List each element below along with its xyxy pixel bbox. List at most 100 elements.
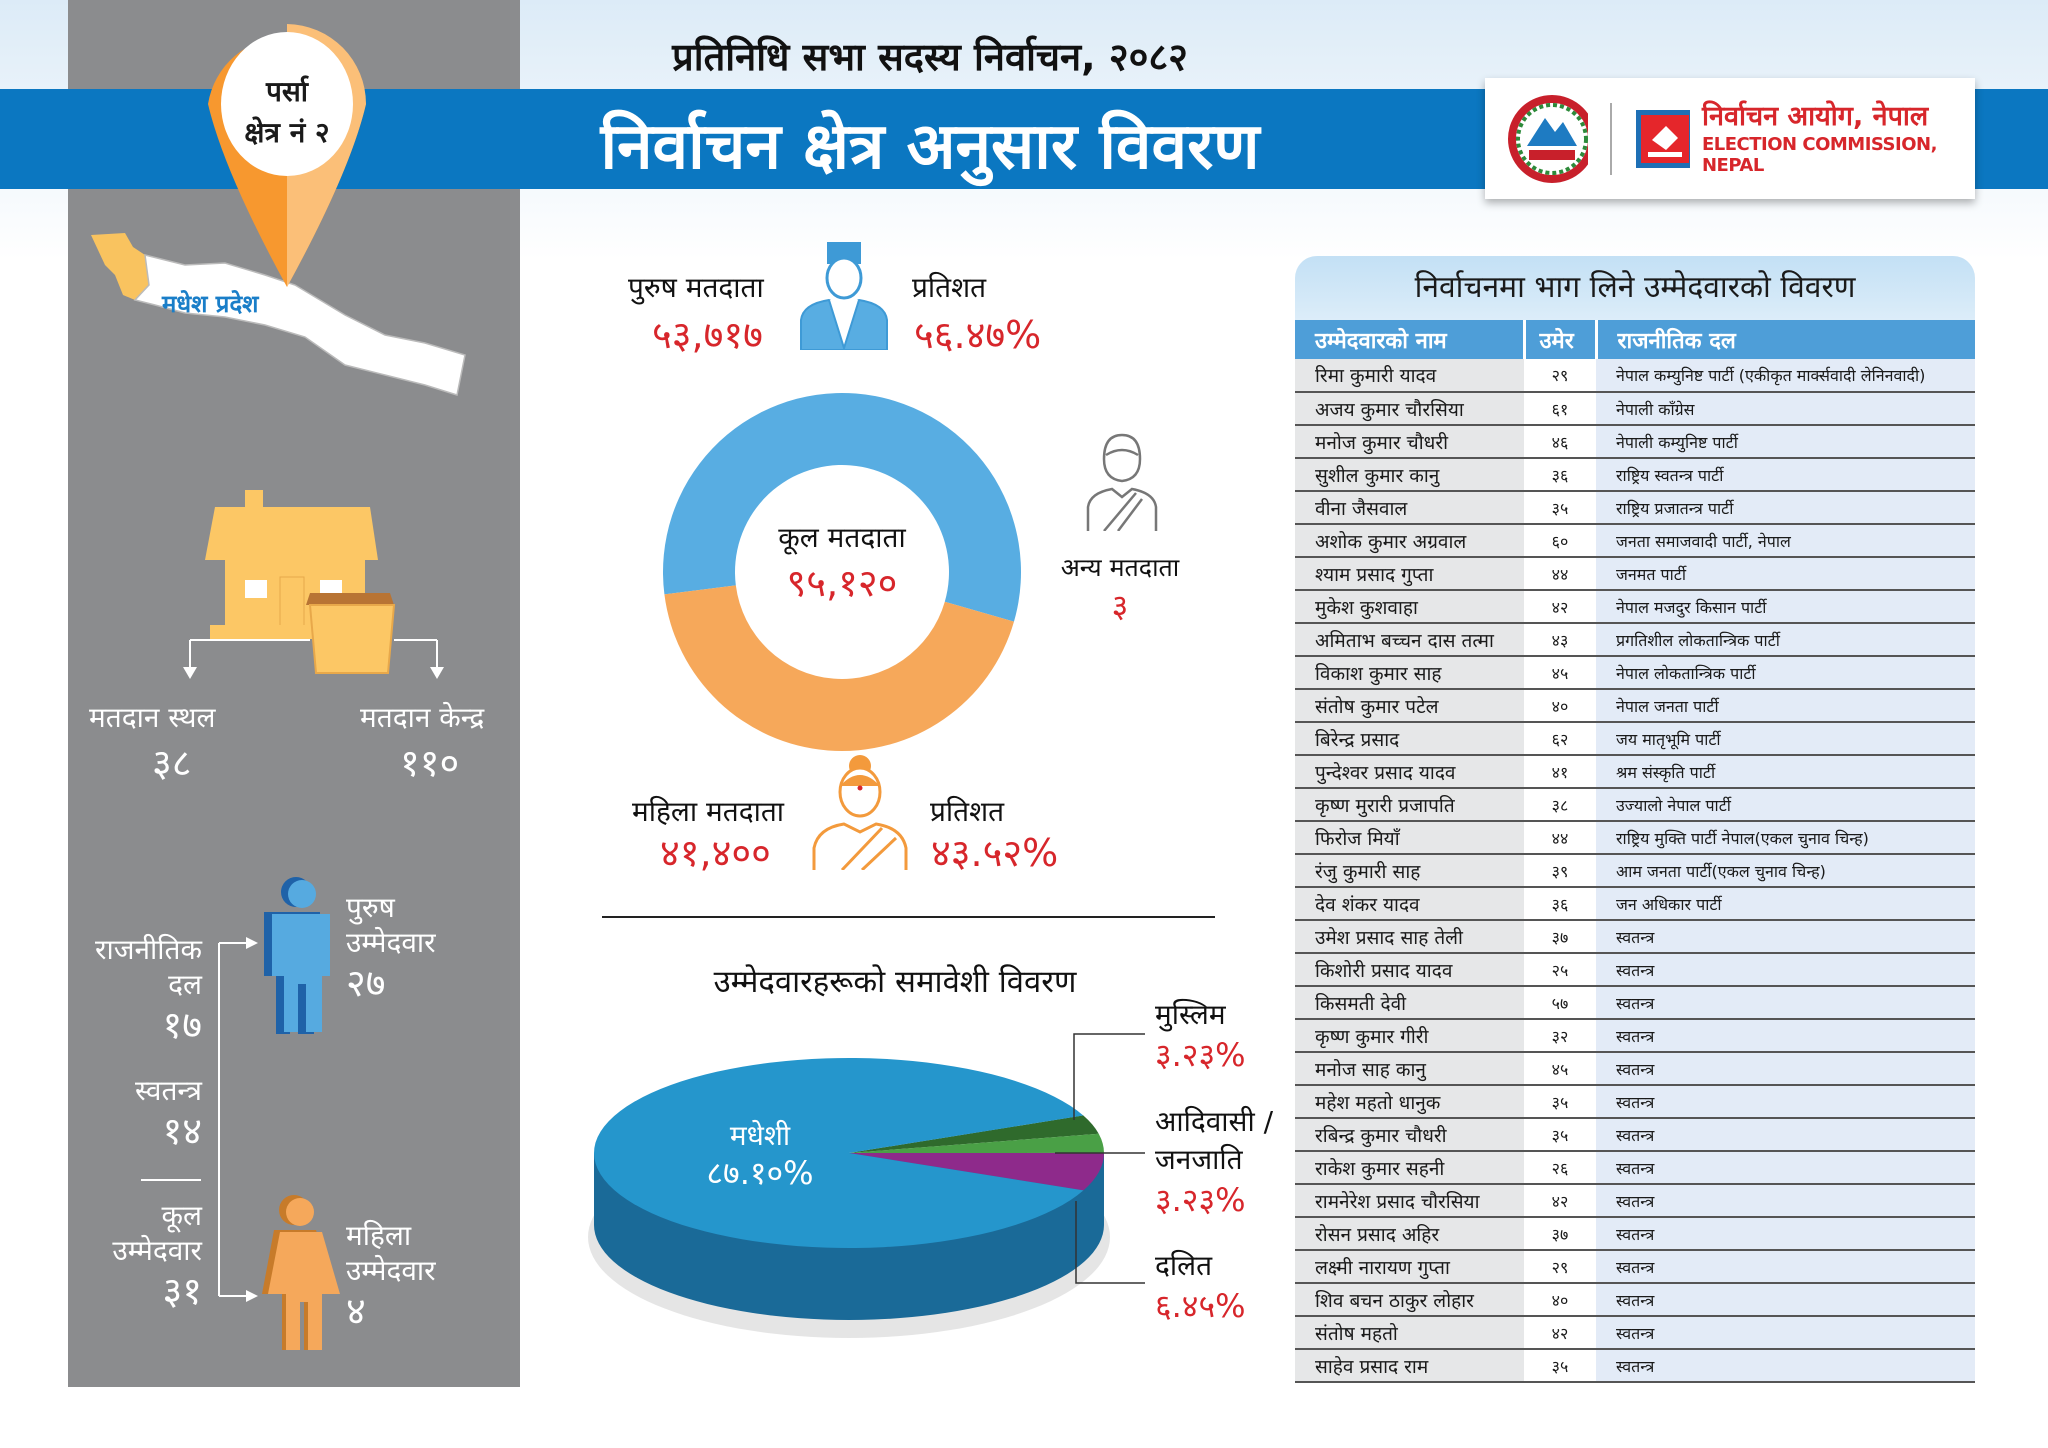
table-row: रंजु कुमारी साह ३९ आम जनता पार्टी(एकल चुना… [1295, 854, 1975, 888]
candidate-name: रिमा कुमारी यादव [1295, 359, 1524, 393]
candidate-party: स्वतन्त्र [1596, 1085, 1975, 1119]
candidate-name: कृष्ण मुरारी प्रजापति [1295, 788, 1524, 822]
candidate-name: संतोष महतो [1295, 1316, 1524, 1350]
donut-segment-1 [664, 585, 1014, 751]
inclusion-pie-chart [588, 1033, 1145, 1338]
candidate-name: रामनेरेश प्रसाद चौरसिया [1295, 1184, 1524, 1218]
candidate-age: ४४ [1524, 821, 1596, 855]
candidate-name: फिरोज मियाँ [1295, 821, 1524, 855]
table-row: साहेव प्रसाद राम ३५ स्वतन्त्र [1295, 1349, 1975, 1383]
candidate-age: ४५ [1524, 656, 1596, 690]
table-row: संतोष महतो ४२ स्वतन्त्र [1295, 1316, 1975, 1350]
total-voter-label: कूल मतदाता [778, 521, 906, 554]
candidate-party: नेपाल जनता पार्टी [1596, 689, 1975, 723]
table-row: उमेश प्रसाद साह तेली ३७ स्वतन्त्र [1295, 920, 1975, 954]
candidate-name: रबिन्द्र कुमार चौधरी [1295, 1118, 1524, 1152]
candidate-party: नेपाली काँग्रेस [1596, 392, 1975, 426]
sum-divider [141, 1179, 201, 1181]
candidate-name: देव शंकर यादव [1295, 887, 1524, 921]
candidate-age: २५ [1524, 953, 1596, 987]
candidate-name: वीना जैसवाल [1295, 491, 1524, 525]
candidate-age: २६ [1524, 1151, 1596, 1185]
male-voter-count: ५३,७१७ [652, 313, 763, 357]
female-candidate-label-1: महिला [346, 1219, 412, 1252]
candidate-party: स्वतन्त्र [1596, 1184, 1975, 1218]
candidate-name: राकेश कुमार सहनी [1295, 1151, 1524, 1185]
inclusion-chart-title: उम्मेदवारहरूको समावेशी विवरण [713, 964, 1077, 1000]
candidate-name: बिरेन्द्र प्रसाद [1295, 722, 1524, 756]
total-voter-count: ९५,१२० [786, 561, 898, 605]
female-voter-label: महिला मतदाता [632, 795, 785, 828]
candidate-name: कृष्ण कुमार गीरी [1295, 1019, 1524, 1053]
pie-label-muslim: मुस्लिम [1155, 998, 1226, 1031]
table-row: रामनेरेश प्रसाद चौरसिया ४२ स्वतन्त्र [1295, 1184, 1975, 1218]
table-row: किसमती देवी ५७ स्वतन्त्र [1295, 986, 1975, 1020]
candidate-age: ३५ [1524, 491, 1596, 525]
candidate-age: ४० [1524, 689, 1596, 723]
table-row: लक्ष्मी नारायण गुप्ता २९ स्वतन्त्र [1295, 1250, 1975, 1284]
candidate-name: सुशील कुमार कानु [1295, 458, 1524, 492]
candidate-age: ५७ [1524, 986, 1596, 1020]
table-row: अजय कुमार चौरसिया ६१ नेपाली काँग्रेस [1295, 392, 1975, 426]
candidate-age: ४४ [1524, 557, 1596, 591]
female-pct-value: ४३.५२% [931, 831, 1059, 875]
candidate-party: राष्ट्रिय प्रजातन्त्र पार्टी [1596, 491, 1975, 525]
candidate-party: जय मातृभूमि पार्टी [1596, 722, 1975, 756]
female-candidate-count: ४ [346, 1289, 366, 1333]
table-row: पुन्देश्वर प्रसाद यादव ४१ श्रम संस्कृति पा… [1295, 755, 1975, 789]
candidate-party: नेपाल कम्युनिष्ट पार्टी (एकीकृत मार्क्सव… [1596, 359, 1975, 393]
candidate-party: स्वतन्त्र [1596, 986, 1975, 1020]
table-row: कृष्ण कुमार गीरी ३२ स्वतन्त्र [1295, 1019, 1975, 1053]
candidate-age: २९ [1524, 1250, 1596, 1284]
candidate-age: ४२ [1524, 1316, 1596, 1350]
candidate-party: स्वतन्त्र [1596, 1283, 1975, 1317]
table-row: बिरेन्द्र प्रसाद ६२ जय मातृभूमि पार्टी [1295, 722, 1975, 756]
candidate-party: स्वतन्त्र [1596, 1316, 1975, 1350]
party-label-2: दल [168, 968, 202, 1001]
polling-house-icon [183, 490, 444, 679]
org-name-en: ELECTION COMMISSION, NEPAL [1701, 133, 1937, 176]
candidate-party: स्वतन्त्र [1596, 1052, 1975, 1086]
election-commission-logo-icon [1636, 109, 1690, 168]
candidate-name: लक्ष्मी नारायण गुप्ता [1295, 1250, 1524, 1284]
table-row: शिव बचन ठाकुर लोहार ४० स्वतन्त्र [1295, 1283, 1975, 1317]
candidate-age: ४१ [1524, 755, 1596, 789]
candidate-name: मनोज साह कानु [1295, 1052, 1524, 1086]
candidate-age: ४३ [1524, 623, 1596, 657]
table-row: मुकेश कुशवाहा ४२ नेपाल मजदुर किसान पार्टी [1295, 590, 1975, 624]
candidate-age: ४२ [1524, 1184, 1596, 1218]
candidate-age: ३२ [1524, 1019, 1596, 1053]
male-voter-label: पुरुष मतदाता [628, 271, 764, 304]
male-pct-value: ५६.४७% [914, 313, 1042, 357]
table-row: रोसन प्रसाद अहिर ३७ स्वतन्त्र [1295, 1217, 1975, 1251]
candidate-age: ३७ [1524, 1217, 1596, 1251]
candidate-age: ३६ [1524, 458, 1596, 492]
candidate-party: स्वतन्त्र [1596, 1118, 1975, 1152]
page-title: निर्वाचन क्षेत्र अनुसार विवरण [600, 110, 1260, 184]
pie-value-adivasi: ३.२३% [1155, 1181, 1246, 1219]
voter-donut-chart [663, 393, 1021, 751]
candidate-name: महेश महतो धानुक [1295, 1085, 1524, 1119]
province-label: मधेश प्रदेश [162, 290, 259, 318]
candidate-age: ३५ [1524, 1085, 1596, 1119]
leader-line-muslim [1073, 1033, 1145, 1120]
total-count: ३१ [162, 1269, 202, 1313]
candidate-party: जनमत पार्टी [1596, 557, 1975, 591]
table-row: देव शंकर यादव ३६ जन अधिकार पार्टी [1295, 887, 1975, 921]
candidate-name: पुन्देश्वर प्रसाद यादव [1295, 755, 1524, 789]
total-label-2: उम्मेदवार [112, 1234, 202, 1267]
table-title: निर्वाचनमा भाग लिने उम्मेदवारको विवरण [1295, 256, 1975, 320]
candidate-party: नेपाली कम्युनिष्ट पार्टी [1596, 425, 1975, 459]
donut-segment-0 [663, 393, 1021, 622]
male-candidate-label-1: पुरुष [346, 891, 395, 924]
candidate-name: रंजु कुमारी साह [1295, 854, 1524, 888]
female-candidate-label-2: उम्मेदवार [346, 1254, 436, 1287]
table-row: राकेश कुमार सहनी २६ स्वतन्त्र [1295, 1151, 1975, 1185]
candidate-name: उमेश प्रसाद साह तेली [1295, 920, 1524, 954]
male-voter-icon [800, 242, 888, 350]
candidate-name: श्याम प्रसाद गुप्ता [1295, 557, 1524, 591]
table-row: अशोक कुमार अग्रवाल ६० जनता समाजवादी पार्टी… [1295, 524, 1975, 558]
candidate-party: श्रम संस्कृति पार्टी [1596, 755, 1975, 789]
candidate-age: २९ [1524, 359, 1596, 393]
pie-slice-3 [849, 1152, 1104, 1191]
